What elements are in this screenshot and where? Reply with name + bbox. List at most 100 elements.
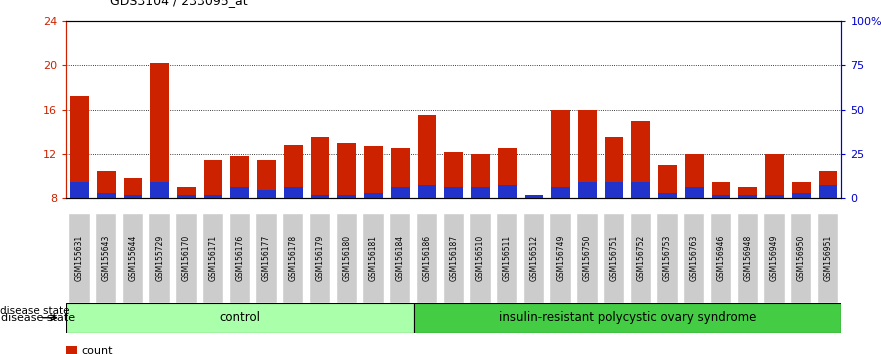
Text: disease state: disease state <box>1 313 75 323</box>
Bar <box>311 195 329 198</box>
Bar <box>712 182 730 198</box>
Text: GSM156170: GSM156170 <box>181 235 191 281</box>
Bar <box>658 165 677 198</box>
Bar <box>150 214 170 303</box>
Bar <box>818 185 837 198</box>
Bar <box>177 195 196 198</box>
Bar <box>552 110 570 198</box>
Bar <box>792 193 811 198</box>
Bar <box>766 154 784 198</box>
Bar <box>257 160 276 198</box>
Text: GSM156178: GSM156178 <box>289 235 298 281</box>
Bar <box>337 195 356 198</box>
Bar <box>364 146 383 198</box>
Bar <box>97 193 115 198</box>
Text: GSM156950: GSM156950 <box>796 235 806 281</box>
Bar <box>524 195 544 198</box>
Bar <box>685 214 705 303</box>
Bar <box>413 303 841 333</box>
Bar <box>711 214 731 303</box>
Bar <box>444 187 463 198</box>
Text: GDS3104 / 233095_at: GDS3104 / 233095_at <box>110 0 248 7</box>
Bar <box>498 185 516 198</box>
Bar <box>524 214 544 303</box>
Bar <box>284 187 303 198</box>
Bar <box>632 182 650 198</box>
Bar <box>551 214 571 303</box>
Bar <box>391 187 410 198</box>
Bar <box>122 214 143 303</box>
Text: GSM156176: GSM156176 <box>235 235 244 281</box>
Bar <box>203 214 223 303</box>
Bar <box>738 187 757 198</box>
Text: GSM156751: GSM156751 <box>610 235 618 281</box>
Bar <box>818 214 838 303</box>
Bar <box>766 195 784 198</box>
Bar <box>151 182 169 198</box>
Text: GSM156946: GSM156946 <box>716 235 726 281</box>
Text: GSM156184: GSM156184 <box>396 235 404 281</box>
Text: GSM155643: GSM155643 <box>101 235 111 281</box>
Text: GSM155729: GSM155729 <box>155 235 164 281</box>
Bar <box>391 148 410 198</box>
Bar <box>685 187 704 198</box>
Bar <box>177 187 196 198</box>
Bar <box>257 190 276 198</box>
Bar <box>818 171 837 198</box>
Bar <box>123 195 142 198</box>
Text: insulin-resistant polycystic ovary syndrome: insulin-resistant polycystic ovary syndr… <box>499 311 756 324</box>
Bar <box>631 214 651 303</box>
Text: count: count <box>81 346 113 354</box>
Bar <box>470 214 491 303</box>
Text: GSM156187: GSM156187 <box>449 235 458 281</box>
Bar <box>578 110 596 198</box>
Bar <box>97 171 115 198</box>
Bar <box>256 214 277 303</box>
Bar <box>792 182 811 198</box>
Text: GSM156750: GSM156750 <box>583 235 592 281</box>
Bar <box>791 214 811 303</box>
Bar <box>418 185 436 198</box>
Bar <box>604 137 624 198</box>
Bar <box>738 195 757 198</box>
Text: GSM155644: GSM155644 <box>129 235 137 281</box>
Bar <box>471 154 490 198</box>
Bar <box>578 182 596 198</box>
Text: disease state: disease state <box>0 306 70 316</box>
Bar <box>96 214 116 303</box>
Bar <box>337 214 357 303</box>
Bar <box>204 160 223 198</box>
Text: GSM156179: GSM156179 <box>315 235 324 281</box>
Bar <box>66 303 413 333</box>
Bar <box>337 143 356 198</box>
Bar <box>737 214 758 303</box>
Bar <box>66 346 78 354</box>
Bar <box>151 63 169 198</box>
Bar <box>604 214 625 303</box>
Text: GSM156949: GSM156949 <box>770 235 779 281</box>
Text: GSM156948: GSM156948 <box>744 235 752 281</box>
Text: GSM156180: GSM156180 <box>343 235 352 281</box>
Bar <box>204 195 223 198</box>
Bar <box>390 214 411 303</box>
Bar <box>363 214 383 303</box>
Bar <box>123 178 142 198</box>
Bar <box>443 214 464 303</box>
Text: GSM156951: GSM156951 <box>824 235 833 281</box>
Bar <box>685 154 704 198</box>
Text: GSM156181: GSM156181 <box>369 235 378 281</box>
Bar <box>364 193 383 198</box>
Bar <box>765 214 785 303</box>
Bar <box>176 214 196 303</box>
Text: GSM156763: GSM156763 <box>690 235 699 281</box>
Text: GSM156177: GSM156177 <box>262 235 271 281</box>
Text: GSM156171: GSM156171 <box>209 235 218 281</box>
Bar <box>444 152 463 198</box>
Text: GSM156186: GSM156186 <box>423 235 432 281</box>
Text: GSM155631: GSM155631 <box>75 235 84 281</box>
Bar <box>417 214 437 303</box>
Bar <box>712 195 730 198</box>
Bar <box>498 148 516 198</box>
Bar <box>284 145 303 198</box>
Text: GSM156752: GSM156752 <box>636 235 646 281</box>
